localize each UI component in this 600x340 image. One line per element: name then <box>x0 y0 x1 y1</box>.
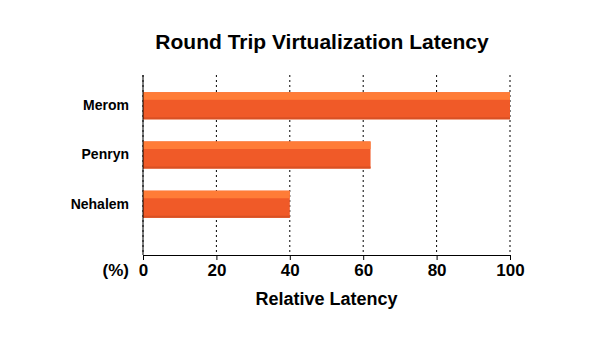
x-tick: 60 <box>354 255 373 280</box>
x-axis: 0 20 40 60 80 100 <box>139 255 525 280</box>
x-tick-label: 60 <box>354 261 373 280</box>
y-tick: Penryn <box>82 146 143 162</box>
x-axis-title: Relative Latency <box>255 289 397 309</box>
x-tick-mark <box>437 255 438 260</box>
x-tick-label: 20 <box>207 261 226 280</box>
x-tick-mark <box>363 255 364 260</box>
y-tick-label: Merom <box>83 97 129 113</box>
bar <box>143 141 371 168</box>
title: Round Trip Virtualization Latency <box>155 30 489 53</box>
x-tick-mark <box>510 255 511 260</box>
x-tick: 40 <box>281 255 300 280</box>
x-tick-label: 80 <box>428 261 447 280</box>
x-tick: 100 <box>496 255 524 280</box>
y-axis-line <box>143 75 144 255</box>
y-axis: Merom Penryn Nehalem <box>71 75 143 255</box>
y-tick-label: Nehalem <box>71 196 129 212</box>
unit-label: (%) <box>103 261 129 280</box>
y-tick: Nehalem <box>71 196 143 212</box>
bar-shade <box>143 167 371 169</box>
bar-highlight <box>143 191 290 199</box>
chart: 0 20 40 60 80 100 Merom Penryn Nehalem Round Trip… <box>0 0 600 340</box>
bar-highlight <box>143 92 510 100</box>
x-tick-label: 40 <box>281 261 300 280</box>
x-tick: 80 <box>428 255 447 280</box>
bar-highlight <box>143 141 371 149</box>
bar-shade <box>143 216 290 218</box>
x-tick-mark <box>216 255 217 260</box>
x-tick: 20 <box>207 255 226 280</box>
grid-line <box>143 75 144 255</box>
x-tick-label: 0 <box>139 261 148 280</box>
bars <box>143 92 510 218</box>
x-tick-mark <box>290 255 291 260</box>
x-tick-label: 100 <box>496 261 524 280</box>
y-tick: Merom <box>83 97 143 113</box>
bar <box>143 92 510 119</box>
x-tick: 0 <box>139 255 148 280</box>
bar <box>143 191 290 218</box>
x-axis-line <box>144 256 511 261</box>
x-tick-mark <box>143 255 144 260</box>
grid <box>143 75 510 255</box>
bar-shade <box>143 117 510 119</box>
y-tick-label: Penryn <box>82 146 129 162</box>
